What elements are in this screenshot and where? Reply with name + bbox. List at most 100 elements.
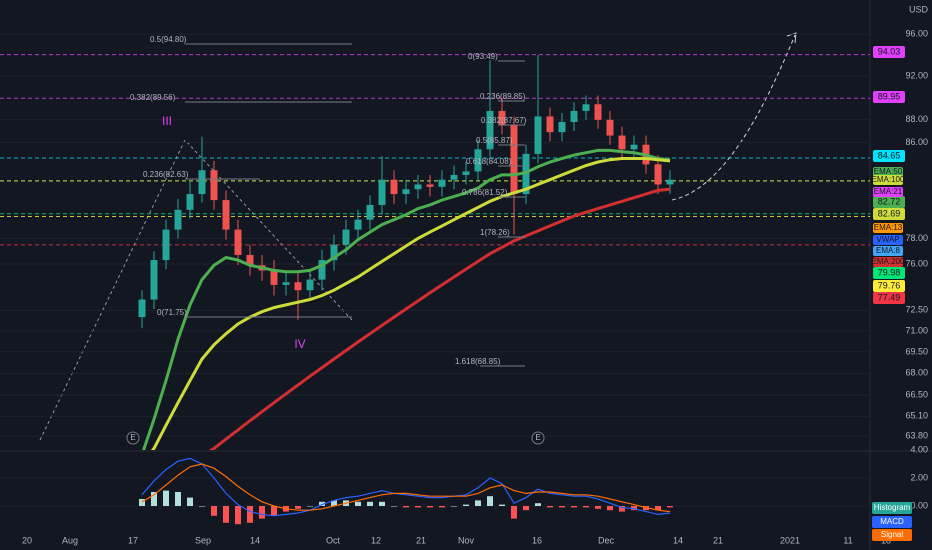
candle-body: [246, 254, 254, 266]
price-tag: 77.49: [878, 292, 901, 302]
histogram-bar: [547, 506, 553, 508]
y-tick-label: 66.50: [905, 390, 928, 400]
legend-entry: Signal: [881, 530, 903, 539]
legend-entry: Histogram: [874, 503, 911, 512]
histogram-bar: [295, 506, 301, 509]
candle-body: [462, 171, 470, 175]
candle-body: [198, 170, 206, 195]
histogram-bar: [463, 504, 469, 506]
histogram-bar: [307, 506, 313, 507]
wave-label: III: [162, 114, 172, 128]
histogram-bar: [583, 506, 589, 508]
histogram-bar: [175, 492, 181, 506]
histogram-bar: [427, 506, 433, 508]
y-tick-label: 2.00: [910, 472, 928, 482]
price-tag: 79.76: [878, 280, 901, 290]
legend-tag-bg: [872, 529, 912, 541]
currency: USD: [909, 4, 929, 14]
histogram-bar: [487, 496, 493, 506]
candle-body: [558, 122, 566, 133]
price-tag: 89.95: [878, 91, 901, 101]
decorations: [39, 32, 797, 441]
histogram-bar: [259, 506, 265, 519]
candle-body: [402, 189, 410, 195]
histogram-bar: [619, 506, 625, 512]
candle-body: [162, 229, 170, 261]
price-tag-bg: [873, 150, 905, 162]
histogram-bar: [571, 506, 577, 508]
histogram-bar: [367, 501, 373, 506]
legend-entry: EMA:50: [874, 167, 903, 176]
price-tag: 82.69: [878, 208, 901, 218]
histogram-bar: [331, 500, 337, 506]
candle-body: [174, 209, 182, 230]
fib-label: 0.5(85.87): [476, 136, 513, 145]
histogram-bar: [559, 506, 565, 508]
y-tick-label: 72.50: [905, 305, 928, 315]
histogram-bar: [187, 497, 193, 506]
macd-line: [141, 463, 671, 513]
candle-body: [450, 174, 458, 180]
y-tick-label: 76.00: [905, 258, 928, 268]
candle-body: [414, 184, 422, 190]
candle-body: [186, 194, 194, 210]
x-tick-label: 2021: [780, 535, 800, 545]
candle-body: [150, 260, 158, 300]
x-tick-label: Aug: [62, 535, 78, 545]
legend-entry: MACD: [880, 517, 904, 526]
histogram-bar: [667, 506, 673, 508]
histogram-bar: [607, 506, 613, 511]
indicator-tag-bg: [873, 187, 903, 197]
macd-line: [141, 457, 671, 517]
event-marker: [531, 431, 545, 445]
candle-body: [222, 200, 230, 230]
candle-body: [426, 184, 434, 187]
price-tag: 79.98: [878, 267, 901, 277]
ema-line: [142, 148, 671, 450]
y-tick-label: 71.00: [905, 325, 928, 335]
x-tick-label: Nov: [458, 535, 475, 545]
histogram-bar: [235, 506, 241, 525]
candle-body: [330, 244, 338, 261]
fib-label: 0.5(94.80): [150, 35, 187, 44]
candle-body: [390, 179, 398, 195]
histogram-bar: [631, 506, 637, 511]
histogram-bar: [655, 506, 661, 511]
histogram-bar: [271, 506, 277, 516]
histogram-bar: [211, 506, 217, 516]
y-tick-label: 65.10: [905, 411, 928, 421]
candle-body: [438, 179, 446, 187]
x-tick-label: Dec: [598, 535, 615, 545]
x-tick-label: 21: [416, 535, 426, 545]
price-pane: [0, 33, 870, 450]
candle-body: [366, 204, 374, 220]
legend-tag-bg: [873, 257, 903, 267]
candle-body: [582, 104, 590, 111]
candle-body: [630, 144, 638, 150]
y-tick-label: 92.00: [905, 70, 928, 80]
x-tick-label: Sep: [195, 535, 211, 545]
price-tag-bg: [873, 267, 905, 279]
arrow-head: [786, 32, 797, 44]
y-tick-label: 68.00: [905, 368, 928, 378]
fib-label: 0.786(81.52): [462, 188, 508, 197]
price-tag: 82.72: [878, 196, 901, 206]
candle-body: [474, 149, 482, 172]
histogram-bar: [247, 506, 253, 523]
price-tag: 94.03: [878, 46, 901, 56]
histogram-bar: [391, 506, 397, 507]
histogram-bar: [535, 503, 541, 506]
x-tick-label: 12: [371, 535, 381, 545]
fib-label: 1(78.26): [480, 228, 510, 237]
fib-label: 0.382(87.67): [481, 116, 527, 125]
x-tick-label: 20: [22, 535, 32, 545]
candle-body: [306, 279, 314, 291]
candle-body: [606, 119, 614, 136]
histogram-bar: [139, 499, 145, 506]
y-tick-label: 63.80: [905, 430, 928, 440]
candle-body: [486, 110, 494, 150]
histogram-bar: [379, 501, 385, 506]
indicator-tag: VWAP: [876, 235, 899, 244]
